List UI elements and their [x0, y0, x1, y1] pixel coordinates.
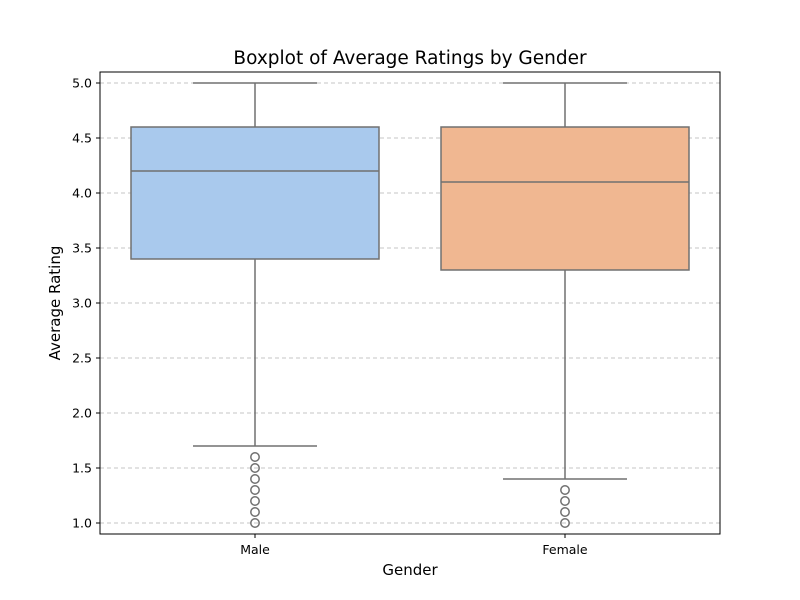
- x-axis-label: Gender: [382, 561, 438, 579]
- outlier-point: [560, 507, 570, 517]
- y-tick-label: 1.5: [72, 461, 92, 476]
- grid-lines: [100, 82, 720, 524]
- outlier-point: [560, 485, 570, 495]
- outlier-point: [250, 452, 260, 462]
- box-iqr: [440, 126, 690, 271]
- outlier-point: [250, 485, 260, 495]
- outlier-point: [560, 496, 570, 506]
- outlier-point: [250, 507, 260, 517]
- y-tick-label: 3.0: [72, 296, 92, 311]
- box-iqr: [130, 126, 380, 260]
- outlier-point: [250, 474, 260, 484]
- x-tick-label: Female: [542, 542, 588, 557]
- outlier-point: [250, 518, 260, 528]
- outlier-point: [250, 463, 260, 473]
- y-tick-label: 4.0: [72, 186, 92, 201]
- box-female: [440, 82, 690, 528]
- y-axis-ticks: 1.0 1.5 2.0 2.5 3.0 3.5 4.0 4.5 5.0: [72, 76, 100, 531]
- outlier-point: [560, 518, 570, 528]
- y-tick-label: 1.0: [72, 516, 92, 531]
- x-tick-label: Male: [240, 542, 270, 557]
- y-tick-label: 3.5: [72, 241, 92, 256]
- box-male: [130, 82, 380, 528]
- chart-title: Boxplot of Average Ratings by Gender: [233, 48, 587, 69]
- y-tick-label: 5.0: [72, 76, 92, 91]
- y-tick-label: 4.5: [72, 131, 92, 146]
- outlier-point: [250, 496, 260, 506]
- boxes: [130, 82, 690, 528]
- y-tick-label: 2.0: [72, 406, 92, 421]
- x-axis-ticks: Male Female: [240, 534, 588, 557]
- y-axis-label: Average Rating: [46, 246, 64, 361]
- y-tick-label: 2.5: [72, 351, 92, 366]
